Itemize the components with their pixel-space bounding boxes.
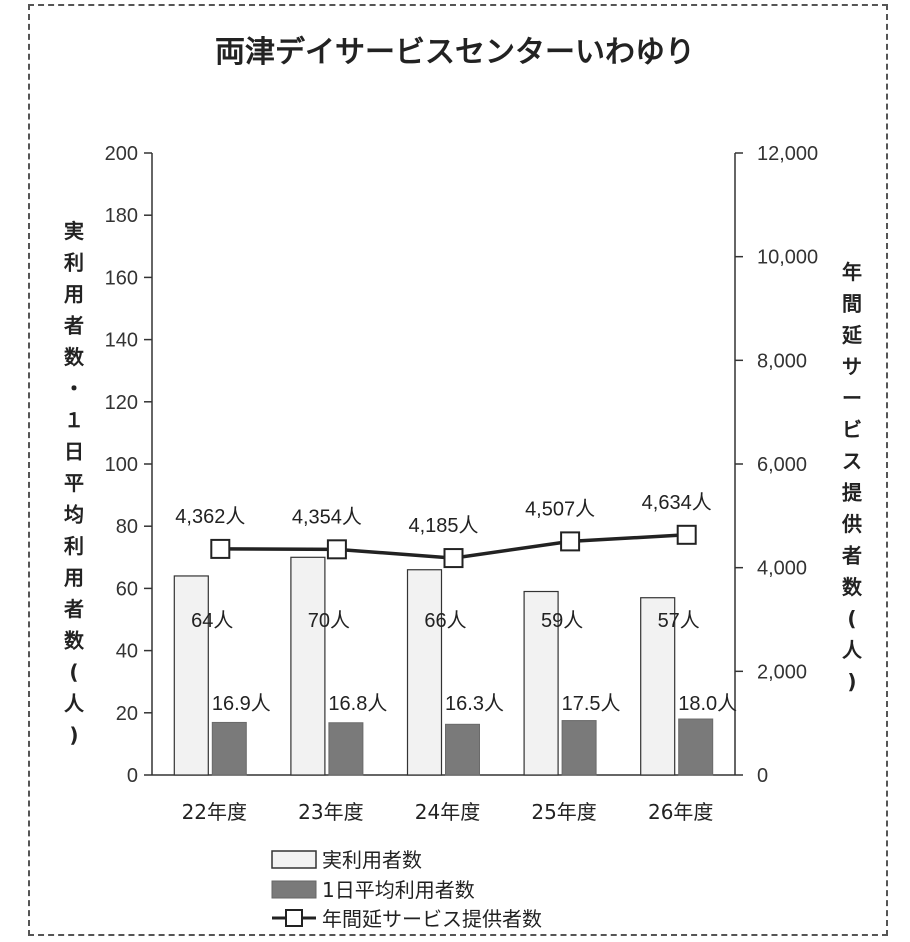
line-series — [210, 524, 697, 569]
left-tick-label: 120 — [105, 392, 138, 414]
data-labels: 64人 16.9人 70人 16.8人 66人 16.3人 59人 17.5人 57人 18.0人… — [175, 491, 737, 715]
bar-actual-users — [290, 556, 326, 776]
left-tick-label: 140 — [105, 330, 138, 352]
legend-swatch-bar-light — [271, 850, 317, 869]
label-service-total: 4,185人 — [408, 514, 478, 537]
left-tick-label: 160 — [105, 267, 138, 289]
label-actual-users: 70人 — [308, 609, 350, 632]
line-marker — [210, 538, 231, 559]
line-marker — [560, 531, 581, 552]
label-daily-average: 16.8人 — [328, 692, 387, 715]
bar-daily-average — [211, 721, 247, 776]
line-marker — [676, 524, 697, 545]
bars — [173, 556, 714, 776]
bar-actual-users — [523, 590, 559, 776]
bar-daily-average — [561, 720, 597, 776]
right-axis-ticks: 0 2,000 4,000 6,000 8,000 10,000 12,000 — [735, 143, 818, 787]
legend-swatch-marker — [285, 909, 303, 927]
bar-daily-average — [328, 722, 364, 776]
bar-actual-users — [406, 569, 443, 776]
label-service-total: 4,362人 — [175, 505, 245, 528]
left-tick-label: 100 — [105, 454, 138, 476]
legend-label-3: 年間延サービス提供者数 — [322, 907, 542, 931]
legend-swatch-bar-dark — [271, 880, 317, 899]
legend-label-2: 1日平均利用者数 — [322, 878, 475, 902]
right-tick-label: 12,000 — [757, 143, 818, 165]
right-tick-label: 0 — [757, 765, 768, 787]
left-axis-ticks: 0 20 40 60 80 100 120 140 160 180 200 — [105, 143, 152, 787]
right-tick-label: 8,000 — [757, 350, 807, 372]
label-actual-users: 66人 — [424, 609, 466, 632]
right-axis-title: 年間延サービス提供者数(人) — [841, 260, 863, 694]
label-daily-average: 16.3人 — [445, 692, 504, 715]
category-labels: 22年度 23年度 24年度 25年度 26年度 — [182, 800, 714, 824]
category-label: 22年度 — [182, 800, 247, 824]
left-tick-label: 80 — [116, 516, 138, 538]
right-tick-label: 2,000 — [757, 661, 807, 683]
chart-title: 両津デイサービスセンターいわゆり — [215, 35, 695, 70]
right-tick-label: 4,000 — [757, 558, 807, 580]
line-marker — [443, 548, 464, 569]
category-label: 25年度 — [531, 800, 596, 824]
right-tick-label: 6,000 — [757, 454, 807, 476]
right-tick-label: 10,000 — [757, 247, 818, 269]
left-tick-label: 200 — [105, 143, 138, 165]
bar-daily-average — [678, 718, 714, 776]
label-actual-users: 57人 — [658, 609, 700, 632]
right-axis-label: 年間延サービス提供者数(人) — [841, 260, 863, 694]
left-tick-label: 0 — [127, 765, 138, 787]
label-service-total: 4,634人 — [642, 491, 712, 514]
category-label: 24年度 — [415, 800, 480, 824]
left-axis-title: 実利用者数・１日平均利用者数(人) — [63, 219, 85, 747]
left-tick-label: 40 — [116, 641, 138, 663]
left-tick-label: 180 — [105, 205, 138, 227]
bar-actual-users — [640, 597, 676, 776]
chart-frame — [28, 4, 888, 936]
label-actual-users: 64人 — [191, 609, 233, 632]
label-service-total: 4,354人 — [292, 505, 362, 528]
legend-label-1: 実利用者数 — [322, 848, 422, 872]
left-tick-label: 60 — [116, 578, 138, 600]
line-marker — [326, 539, 347, 560]
label-daily-average: 16.9人 — [212, 692, 271, 715]
label-actual-users: 59人 — [541, 609, 583, 632]
category-label: 26年度 — [648, 800, 713, 824]
bar-actual-users — [173, 575, 209, 776]
legend: 実利用者数 1日平均利用者数 年間延サービス提供者数 — [271, 848, 542, 931]
left-axis-label: 実利用者数・１日平均利用者数(人) — [63, 219, 85, 747]
label-service-total: 4,507人 — [525, 497, 595, 520]
category-label: 23年度 — [298, 800, 363, 824]
label-daily-average: 18.0人 — [678, 692, 737, 715]
bar-daily-average — [445, 723, 480, 776]
label-daily-average: 17.5人 — [562, 692, 621, 715]
left-tick-label: 20 — [116, 703, 138, 725]
